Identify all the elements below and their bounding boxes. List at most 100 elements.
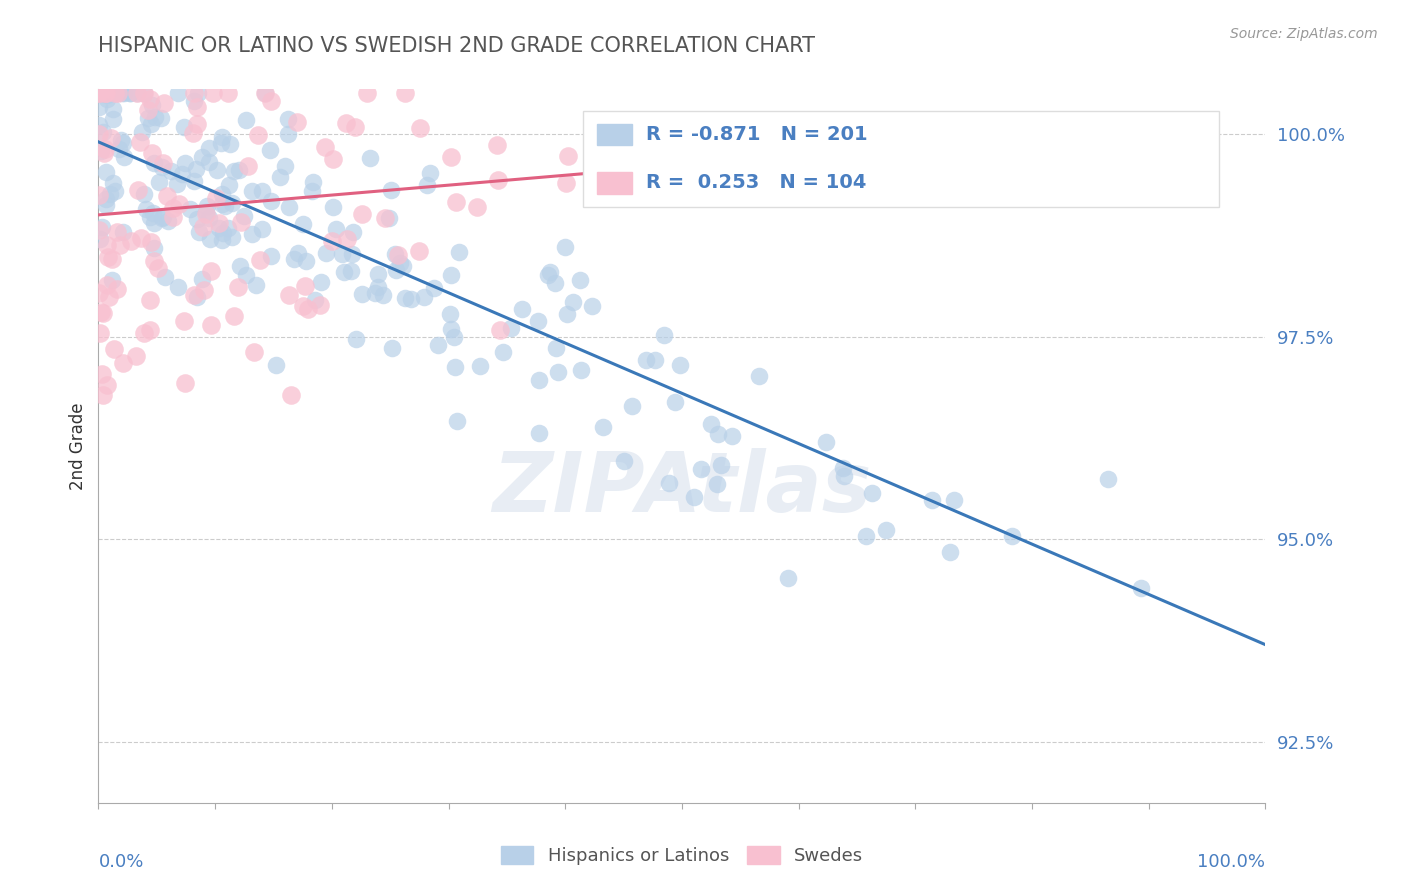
Point	[380, 183, 402, 197]
Point	[184, 161, 207, 176]
Point	[91, 306, 114, 320]
Point	[260, 194, 283, 208]
Point	[153, 270, 176, 285]
Point	[211, 187, 233, 202]
Point	[392, 260, 415, 274]
Point	[160, 164, 183, 178]
Point	[96, 165, 118, 179]
Point	[1097, 472, 1119, 486]
Point	[138, 103, 160, 118]
Point	[212, 226, 235, 240]
Point	[274, 159, 297, 173]
Point	[340, 264, 363, 278]
Point	[280, 388, 302, 402]
Point	[249, 253, 271, 268]
Point	[297, 301, 319, 316]
Point	[221, 195, 243, 210]
Point	[401, 292, 423, 306]
Point	[94, 198, 117, 212]
Point	[342, 225, 364, 239]
FancyBboxPatch shape	[582, 111, 1219, 207]
Point	[557, 149, 579, 163]
Point	[554, 240, 576, 254]
Point	[706, 477, 728, 491]
Point	[129, 231, 152, 245]
Point	[315, 245, 337, 260]
Point	[254, 87, 277, 101]
Point	[235, 268, 257, 282]
Point	[277, 112, 299, 127]
Point	[683, 490, 706, 504]
Point	[139, 92, 162, 106]
Point	[135, 202, 157, 217]
Point	[1129, 581, 1152, 595]
Point	[658, 476, 681, 491]
Point	[287, 245, 309, 260]
Point	[96, 377, 118, 392]
Point	[132, 326, 155, 340]
Point	[120, 87, 142, 101]
Point	[855, 529, 877, 543]
Point	[127, 183, 149, 197]
Point	[350, 206, 373, 220]
Point	[443, 329, 465, 343]
Point	[384, 247, 406, 261]
Point	[139, 323, 162, 337]
Point	[183, 95, 205, 109]
Point	[387, 248, 409, 262]
Point	[304, 293, 326, 308]
Point	[186, 290, 208, 304]
Point	[283, 252, 305, 267]
Point	[150, 211, 173, 225]
Y-axis label: 2nd Grade: 2nd Grade	[69, 402, 87, 490]
Point	[103, 342, 125, 356]
Point	[322, 152, 344, 166]
Point	[150, 160, 173, 174]
Point	[412, 290, 434, 304]
Point	[222, 309, 245, 323]
Point	[101, 112, 124, 126]
Point	[90, 145, 112, 159]
Point	[141, 97, 163, 112]
Point	[217, 221, 239, 235]
Point	[193, 220, 215, 235]
Point	[218, 178, 240, 193]
Point	[492, 344, 515, 359]
Point	[200, 264, 222, 278]
Point	[87, 127, 110, 141]
Point	[87, 100, 110, 114]
Point	[101, 87, 124, 101]
Point	[250, 222, 273, 236]
Point	[385, 262, 408, 277]
Point	[260, 94, 283, 108]
Point	[529, 426, 551, 441]
Point	[394, 291, 416, 305]
Point	[97, 250, 120, 264]
Point	[652, 328, 675, 343]
Point	[167, 197, 190, 211]
Point	[143, 254, 166, 268]
Point	[211, 233, 233, 247]
Point	[91, 220, 114, 235]
Point	[193, 283, 215, 297]
Point	[132, 87, 155, 101]
Point	[141, 235, 163, 250]
Point	[91, 388, 114, 402]
Point	[96, 92, 118, 106]
Point	[105, 282, 128, 296]
Text: HISPANIC OR LATINO VS SWEDISH 2ND GRADE CORRELATION CHART: HISPANIC OR LATINO VS SWEDISH 2ND GRADE …	[98, 36, 815, 55]
Point	[166, 178, 188, 192]
Point	[208, 216, 231, 230]
Point	[314, 140, 336, 154]
Point	[112, 150, 135, 164]
Point	[222, 164, 245, 178]
Point	[285, 115, 308, 129]
Point	[211, 196, 233, 211]
Point	[200, 318, 222, 333]
Point	[173, 156, 195, 170]
Point	[439, 307, 461, 321]
Point	[181, 126, 204, 140]
Text: 0.0%: 0.0%	[98, 853, 143, 871]
Point	[260, 249, 283, 263]
Point	[148, 175, 170, 189]
